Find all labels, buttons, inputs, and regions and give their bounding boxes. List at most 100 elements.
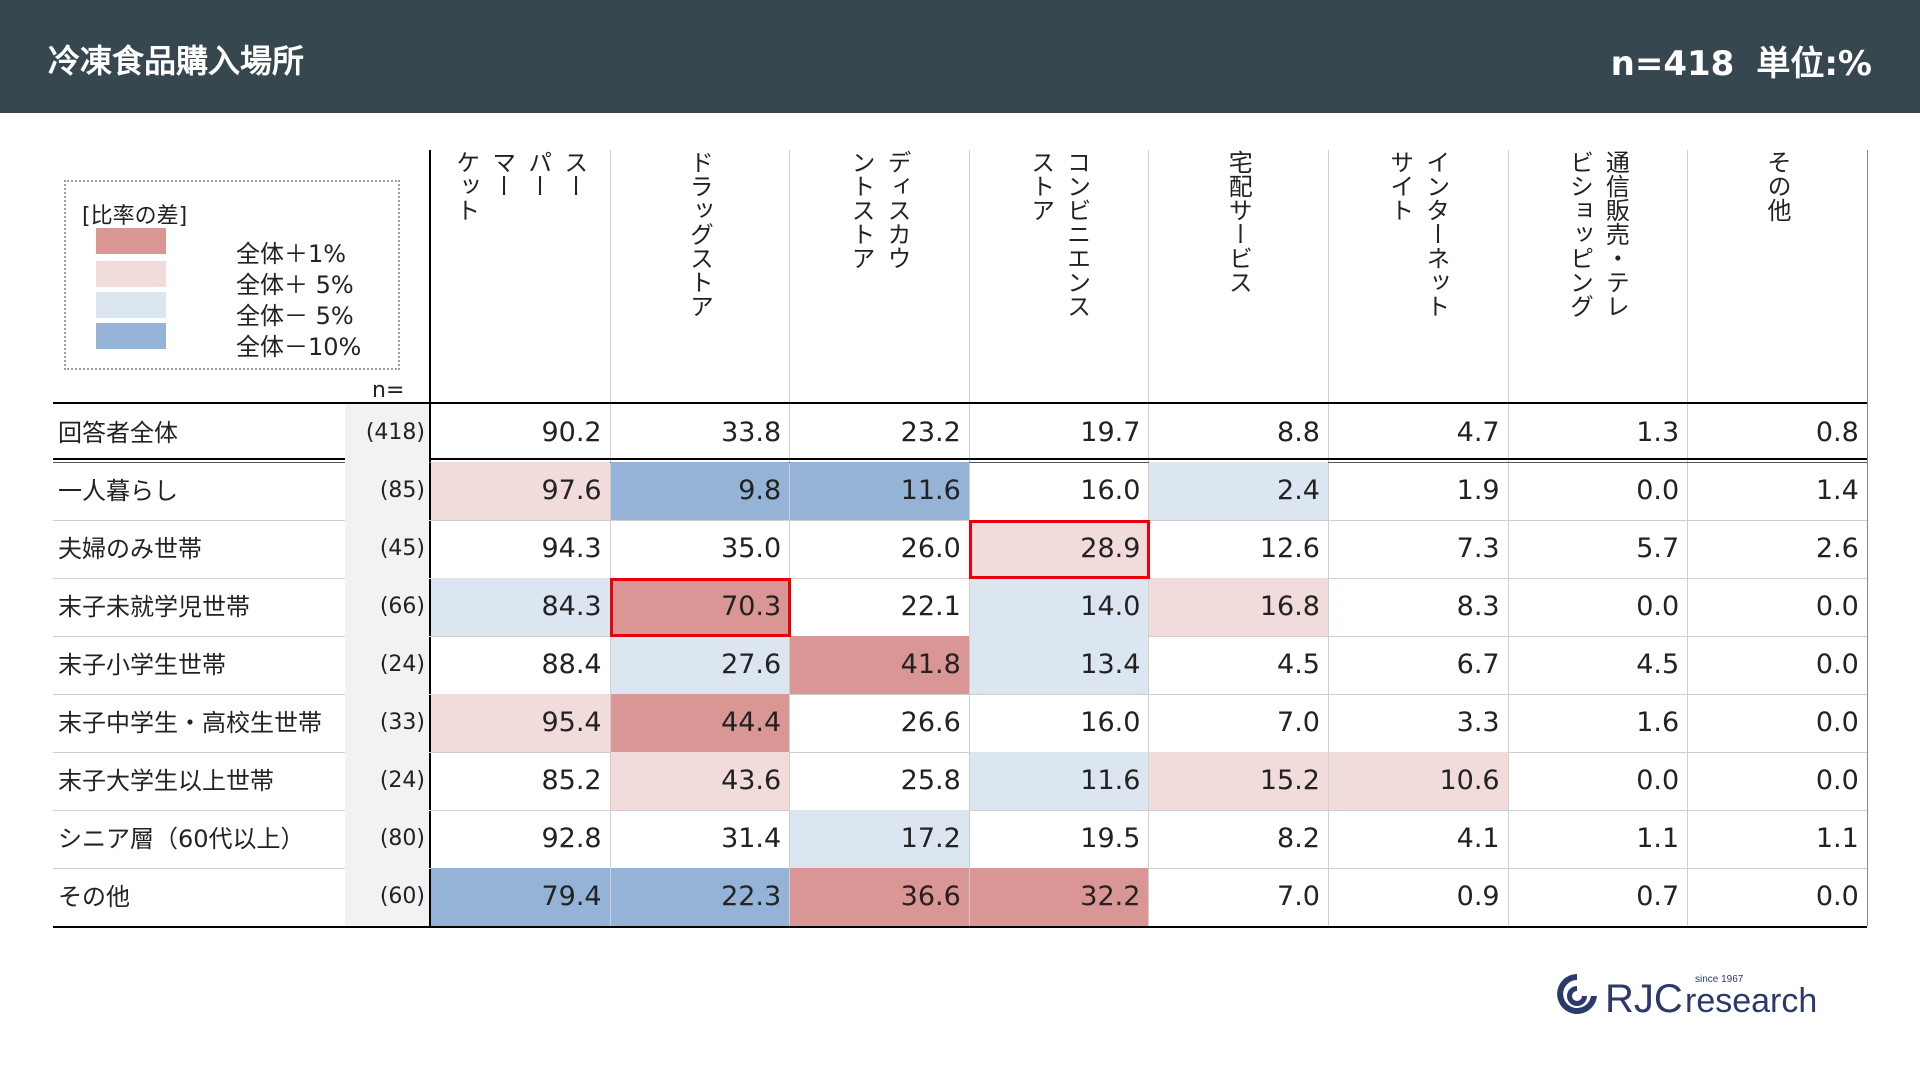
table-cell: 23.2 — [900, 417, 961, 448]
table-cell: 84.3 — [431, 578, 610, 636]
table-cell: 1.1 — [1636, 823, 1680, 854]
legend-label-minus5: 全体－ 5% — [236, 302, 354, 330]
header-bottom-line — [53, 402, 1867, 404]
row-divider — [53, 578, 1867, 579]
table-cell: 0.0 — [1815, 765, 1859, 796]
legend-label-plus1: 全体＋1% — [236, 240, 347, 268]
table-cell: 0.0 — [1815, 881, 1859, 912]
table-cell: 70.3 — [610, 578, 790, 636]
table-cell: 19.7 — [1080, 417, 1141, 448]
table-cell: 79.4 — [431, 868, 610, 926]
table-row-label: 末子小学生世帯 — [58, 651, 226, 679]
column-header: コンビニエンス ストア — [1026, 150, 1091, 318]
table-cell: 97.6 — [431, 462, 610, 520]
total-row-n: (418) — [345, 404, 429, 462]
highlight-box — [609, 578, 792, 637]
table-cell: 90.2 — [541, 417, 602, 448]
sample-size: n=418 — [1610, 44, 1735, 84]
table-cell: 33.8 — [721, 417, 782, 448]
column-divider — [609, 150, 611, 926]
table-row-n: (45) — [345, 520, 429, 578]
column-header: ディスカウ ントストア — [847, 150, 911, 270]
table-cell: 27.6 — [610, 636, 790, 694]
table-row-n: (85) — [345, 462, 429, 520]
legend-label-minus10: 全体－10% — [236, 333, 362, 361]
table-cell: 1.9 — [1456, 475, 1500, 506]
table-cell: 26.6 — [900, 707, 961, 738]
table-cell: 7.3 — [1456, 533, 1500, 564]
table-cell: 22.1 — [900, 591, 961, 622]
legend-swatch-minus5 — [96, 292, 166, 318]
table-cell: 95.4 — [431, 694, 610, 752]
table-cell: 10.6 — [1329, 752, 1508, 810]
table-cell: 16.0 — [1080, 707, 1141, 738]
table-cell: 4.1 — [1456, 823, 1500, 854]
table-cell: 8.8 — [1277, 417, 1320, 448]
table-cell: 15.2 — [1149, 752, 1328, 810]
table-cell: 0.7 — [1636, 881, 1680, 912]
table-cell: 13.4 — [969, 636, 1149, 694]
table-cell: 3.3 — [1456, 707, 1500, 738]
table-cell: 19.5 — [1080, 823, 1141, 854]
table-right-border — [1866, 150, 1868, 926]
table-cell: 26.0 — [900, 533, 961, 564]
total-row-label: 回答者全体 — [58, 419, 178, 447]
table-cell: 4.7 — [1456, 417, 1500, 448]
table-cell: 35.0 — [721, 533, 782, 564]
table-row-label: シニア層（60代以上） — [58, 825, 305, 853]
logo-text: RJC — [1605, 977, 1683, 1021]
table-row-label: 夫婦のみ世帯 — [58, 535, 202, 563]
row-divider — [53, 694, 1867, 695]
table-cell: 85.2 — [541, 765, 602, 796]
row-divider — [53, 520, 1867, 521]
table-row-n: (24) — [345, 752, 429, 810]
table-cell: 31.4 — [721, 823, 782, 854]
total-row-bottom-line — [53, 458, 1867, 460]
table-cell: 2.6 — [1815, 533, 1859, 564]
table-cell: 88.4 — [541, 649, 602, 680]
table-cell: 28.9 — [969, 520, 1149, 578]
table-cell: 0.0 — [1636, 765, 1680, 796]
table-cell: 92.8 — [541, 823, 602, 854]
table-cell: 44.4 — [610, 694, 790, 752]
logo-subtext: research — [1685, 982, 1817, 1020]
table-cell: 11.6 — [790, 462, 969, 520]
table-cell: 0.0 — [1815, 591, 1859, 622]
table-cell: 43.6 — [610, 752, 790, 810]
column-header: スー パー マー ケット — [451, 150, 588, 222]
table-cell: 4.5 — [1277, 649, 1320, 680]
table-cell: 1.4 — [1815, 475, 1859, 506]
table-cell: 12.6 — [1259, 533, 1320, 564]
column-header: その他 — [1763, 150, 1791, 222]
table-cell: 5.7 — [1636, 533, 1680, 564]
header-bar: 冷凍食品購入場所 n=418 単位:% — [0, 0, 1920, 113]
table-row-label: 末子未就学児世帯 — [58, 593, 250, 621]
table-bottom-line — [53, 926, 1867, 928]
legend-swatch-plus5 — [96, 261, 166, 287]
table-cell: 94.3 — [541, 533, 602, 564]
table-cell: 14.0 — [969, 578, 1149, 636]
table-cell: 17.2 — [790, 810, 969, 868]
table-cell: 36.6 — [790, 868, 969, 926]
table-cell: 7.0 — [1277, 881, 1320, 912]
table-cell: 25.8 — [900, 765, 961, 796]
table-cell: 0.9 — [1456, 881, 1500, 912]
column-divider — [789, 150, 791, 926]
column-header: インターネット サイト — [1385, 150, 1450, 318]
table-cell: 0.0 — [1815, 649, 1859, 680]
table-row-label: その他 — [58, 883, 130, 911]
row-divider — [53, 752, 1867, 753]
table-cell: 1.6 — [1636, 707, 1680, 738]
column-divider — [1687, 150, 1689, 926]
table-cell: 1.1 — [1815, 823, 1859, 854]
rjc-research-logo: RJC since 1967 research — [1557, 974, 1817, 1021]
column-divider — [1507, 150, 1509, 926]
sample-info: n=418 単位:% — [1589, 36, 1872, 85]
n-column-header: n= — [372, 378, 405, 403]
table-cell: 0.8 — [1815, 417, 1859, 448]
logo-since: since 1967 — [1695, 974, 1744, 985]
table-cell: 6.7 — [1456, 649, 1500, 680]
table-cell: 8.3 — [1456, 591, 1500, 622]
table-cell: 9.8 — [610, 462, 790, 520]
legend: [比率の差] 全体＋1% 全体＋ 5% 全体－ 5% 全体－10% — [64, 180, 400, 370]
